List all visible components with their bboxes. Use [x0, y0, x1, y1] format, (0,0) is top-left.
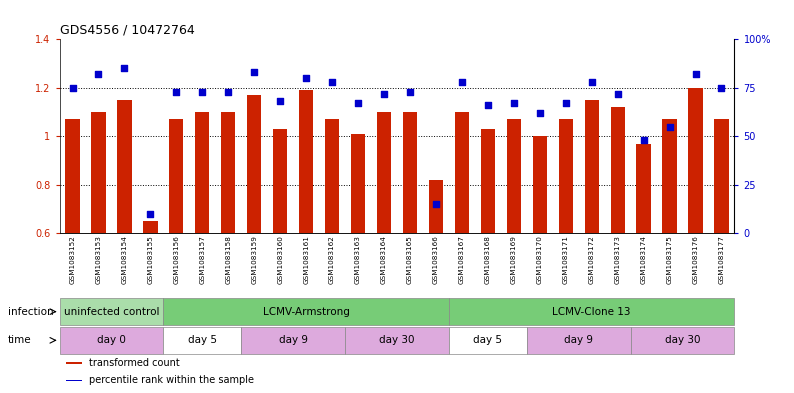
Bar: [143, 221, 157, 233]
Bar: [533, 136, 547, 233]
Point: [248, 69, 260, 75]
Point: [715, 85, 728, 91]
Bar: [91, 112, 106, 233]
Point: [274, 98, 287, 105]
Text: LCMV-Armstrong: LCMV-Armstrong: [263, 307, 349, 317]
Bar: [715, 119, 729, 233]
Point: [300, 75, 313, 81]
Bar: [480, 129, 495, 233]
Bar: [526, 327, 630, 354]
Bar: [222, 112, 235, 233]
Bar: [299, 90, 314, 233]
Bar: [66, 380, 83, 381]
Point: [638, 137, 650, 143]
Bar: [169, 119, 183, 233]
Bar: [118, 100, 132, 233]
Text: day 5: day 5: [473, 335, 503, 345]
Bar: [164, 327, 241, 354]
Point: [560, 100, 572, 107]
Point: [663, 123, 676, 130]
Bar: [247, 95, 261, 233]
Bar: [195, 112, 210, 233]
Text: time: time: [8, 335, 32, 345]
Text: day 9: day 9: [565, 335, 593, 345]
Point: [430, 201, 442, 208]
Bar: [273, 129, 287, 233]
Point: [507, 100, 520, 107]
Point: [196, 88, 209, 95]
Text: day 9: day 9: [279, 335, 307, 345]
Point: [585, 79, 598, 85]
Bar: [429, 180, 443, 233]
Bar: [662, 119, 676, 233]
Text: percentile rank within the sample: percentile rank within the sample: [89, 375, 254, 386]
Point: [611, 90, 624, 97]
Bar: [345, 327, 449, 354]
Bar: [507, 119, 521, 233]
Bar: [559, 119, 572, 233]
Point: [481, 102, 494, 108]
Text: infection: infection: [8, 307, 53, 317]
Bar: [688, 88, 703, 233]
Bar: [449, 327, 526, 354]
Bar: [60, 327, 164, 354]
Point: [170, 88, 183, 95]
Bar: [60, 298, 164, 325]
Text: day 30: day 30: [380, 335, 414, 345]
Bar: [65, 119, 79, 233]
Point: [222, 88, 235, 95]
Point: [403, 88, 416, 95]
Bar: [164, 298, 449, 325]
Text: day 30: day 30: [665, 335, 700, 345]
Text: LCMV-Clone 13: LCMV-Clone 13: [553, 307, 631, 317]
Bar: [449, 298, 734, 325]
Point: [66, 85, 79, 91]
Bar: [325, 119, 339, 233]
Bar: [241, 327, 345, 354]
Bar: [611, 107, 625, 233]
Text: day 0: day 0: [97, 335, 126, 345]
Point: [378, 90, 391, 97]
Bar: [66, 362, 83, 364]
Point: [534, 110, 546, 116]
Bar: [584, 100, 599, 233]
Bar: [455, 112, 469, 233]
Text: GDS4556 / 10472764: GDS4556 / 10472764: [60, 24, 195, 37]
Point: [456, 79, 468, 85]
Bar: [630, 327, 734, 354]
Text: uninfected control: uninfected control: [64, 307, 160, 317]
Point: [689, 71, 702, 77]
Text: transformed count: transformed count: [89, 358, 180, 368]
Bar: [377, 112, 391, 233]
Bar: [637, 144, 651, 233]
Point: [144, 211, 156, 217]
Point: [326, 79, 338, 85]
Bar: [403, 112, 417, 233]
Bar: [351, 134, 365, 233]
Point: [92, 71, 105, 77]
Point: [352, 100, 364, 107]
Text: day 5: day 5: [188, 335, 217, 345]
Point: [118, 65, 131, 72]
